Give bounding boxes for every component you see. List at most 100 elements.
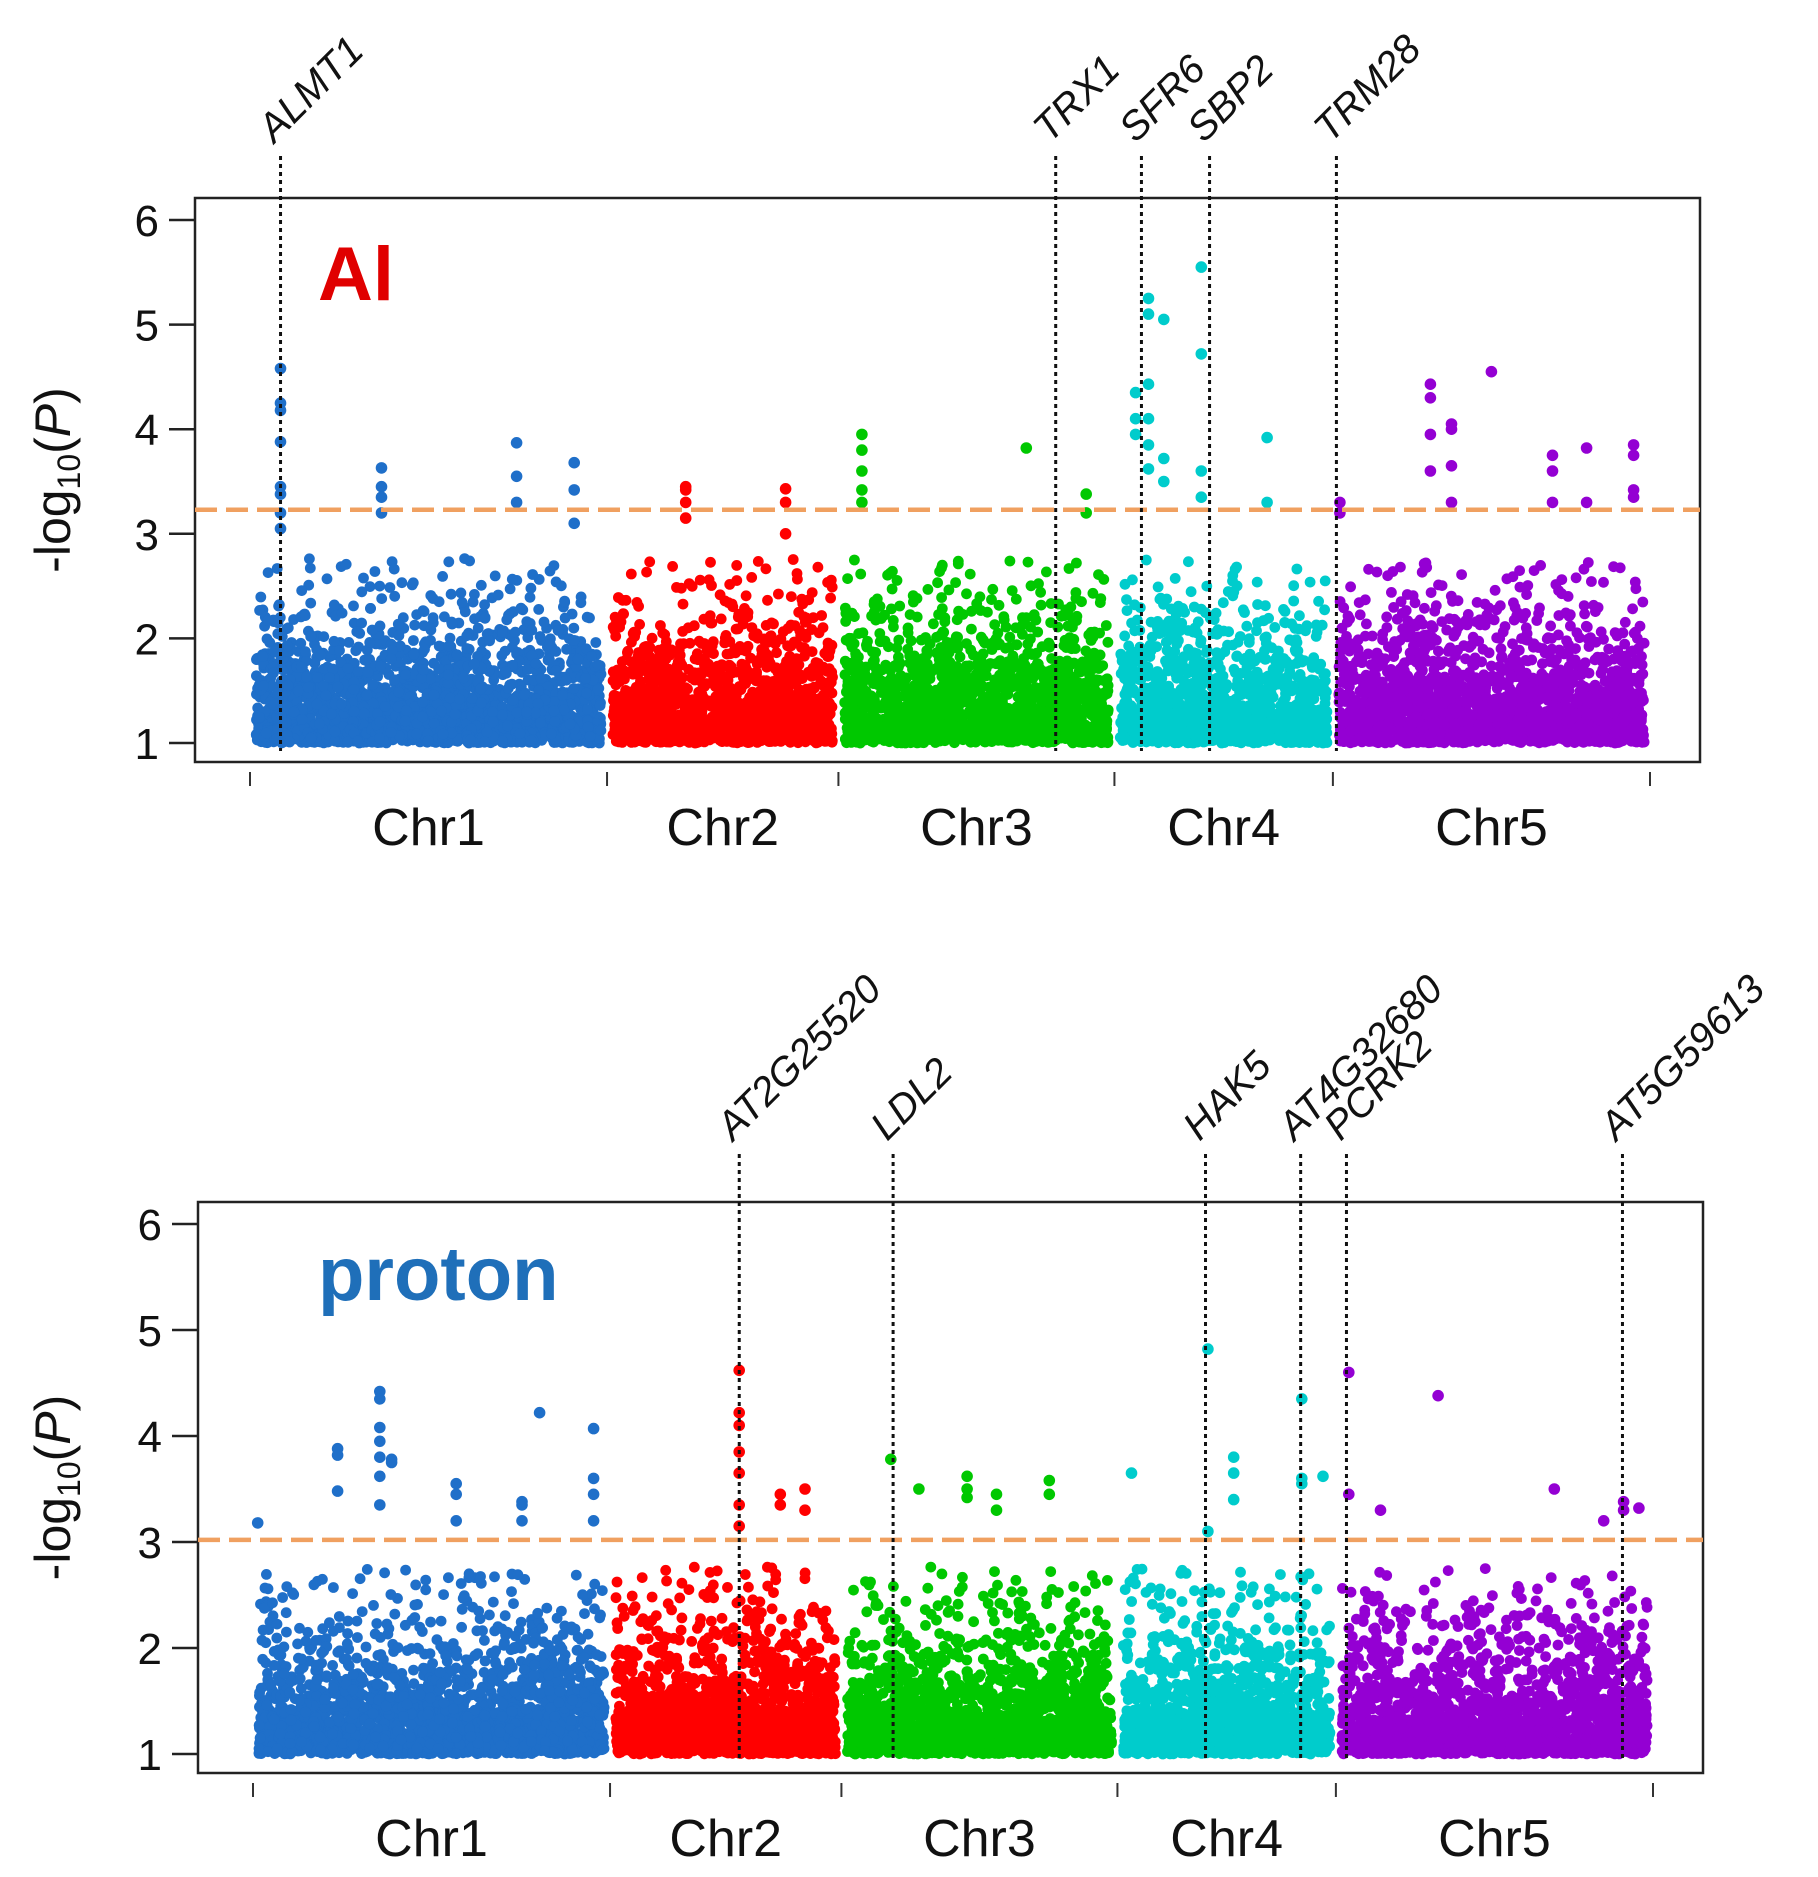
snp-point [714,728,725,739]
snp-point [516,603,527,614]
snp-point [568,623,579,634]
snp-point [908,590,919,601]
snp-point [932,577,943,588]
snp-point [810,698,821,709]
snp-point [437,571,448,582]
snp-point [545,566,556,577]
y-tick-label: 4 [135,406,159,455]
snp-point [1029,609,1040,620]
snp-point [630,627,641,638]
snp-point [326,709,337,720]
snp-point [630,711,641,722]
snp-point [444,641,455,652]
snp-point [762,595,773,606]
snp-point [370,566,381,577]
snp-point [716,614,727,625]
snp-point [615,673,626,684]
snp-point [262,615,273,626]
snp-point [531,658,542,669]
snp-point [438,729,449,740]
snp-point [1086,651,1097,662]
snp-point [1076,596,1087,607]
snp-point [480,613,491,624]
snp-point [774,695,785,706]
snp-point [364,637,375,648]
snp-point [536,673,547,684]
snp-point [733,612,744,623]
snp-point [277,664,288,675]
snp-point [446,589,457,600]
snp-point [533,604,544,615]
snp-point [1094,628,1105,639]
snp-point [269,700,280,711]
snp-point [363,667,374,678]
snp-point [978,670,989,681]
snp-point [920,632,931,643]
snp-point [841,608,852,619]
snp-point [705,557,716,568]
snp-point [418,605,429,616]
snp-point [519,689,530,700]
snp-point [269,646,280,657]
snp-point [329,736,340,747]
snp-point [1023,557,1034,568]
snp-point [762,678,773,689]
snp-point [508,695,519,706]
snp-point [596,725,607,736]
snp-point [394,630,405,641]
snp-point [680,682,691,693]
snp-point [258,680,269,691]
snp-point [401,705,412,716]
snp-point [855,569,866,580]
snp-point [386,727,397,738]
snp-point [324,672,335,683]
snp-point [376,593,387,604]
snp-point [747,622,758,633]
snp-point [312,699,323,710]
snp-point [654,727,665,738]
series-chr2 [608,554,838,748]
snp-point [476,697,487,708]
snp-point [505,584,516,595]
snp-point [454,694,465,705]
snp-point [989,636,1000,647]
snp-point [514,728,525,739]
snp-point [1103,637,1114,648]
snp-point [436,705,447,716]
snp-point [664,650,675,661]
snp-point [482,727,493,738]
snp-point [351,626,362,637]
snp-point [680,702,691,713]
snp-point [842,659,853,670]
snp-point [549,705,560,716]
y-tick-label: 2 [135,615,159,664]
snp-point [334,645,345,656]
snp-point [762,649,773,660]
snp-point [314,718,325,729]
snp-point [968,650,979,661]
snp-point [409,620,420,631]
snp-point [759,634,770,645]
snp-point [722,736,733,747]
snp-point [553,625,564,636]
snp-point [808,612,819,623]
snp-point [632,669,643,680]
snp-point [887,584,898,595]
snp-point [561,644,572,655]
snp-point [746,572,757,583]
snp-point [526,625,537,636]
snp-point [305,563,316,574]
snp-point [673,728,684,739]
snp-point [842,573,853,584]
snp-point [305,598,316,609]
snp-point [535,718,546,729]
snp-point [1095,650,1106,661]
snp-point [341,559,352,570]
snp-point [822,666,833,677]
snp-point [692,648,703,659]
snp-point [386,654,397,665]
snp-point [982,607,993,618]
snp-point [557,690,568,701]
snp-point [418,664,429,675]
snp-point [582,704,593,715]
